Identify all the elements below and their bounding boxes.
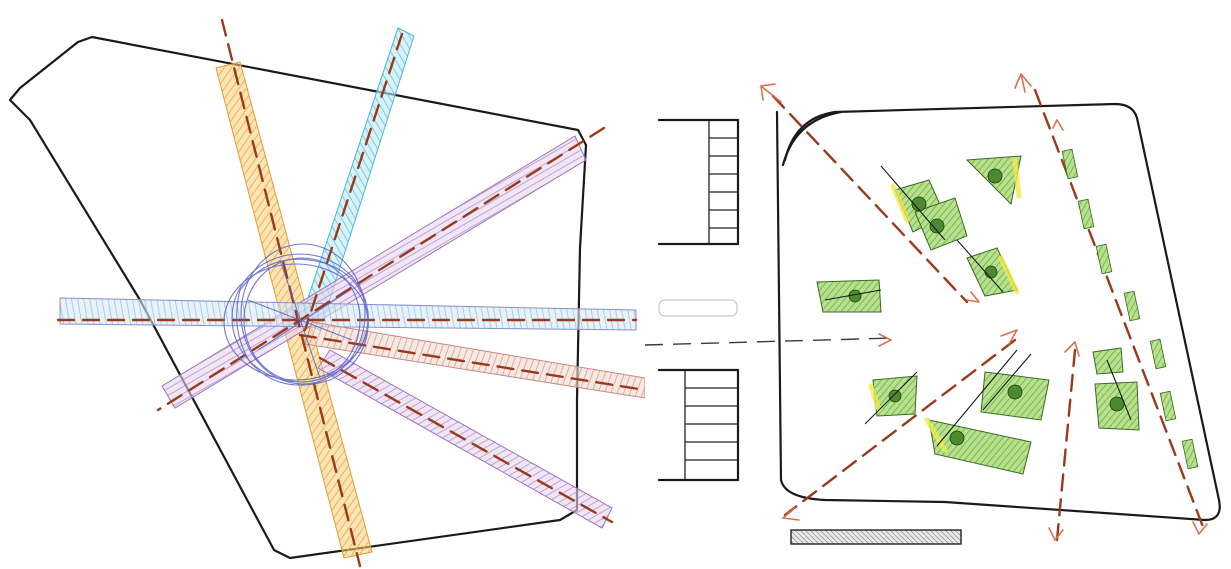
corridor-bands: [59, 27, 645, 559]
linear-planter: [1077, 198, 1095, 230]
site-boundary: [8, 35, 588, 560]
plaza-planting-plan: [645, 0, 1231, 569]
building-lower: [657, 368, 740, 482]
linear-planter: [1095, 243, 1113, 275]
radial-corridor-sketch: [8, 18, 645, 568]
plaza-corner-curve: [781, 110, 843, 167]
circulation-paths: [645, 88, 1207, 542]
tree-symbols: [848, 168, 1125, 446]
central-hub: [223, 243, 369, 386]
direction-arrows: [760, 73, 1208, 541]
building-bottom: [790, 529, 962, 545]
linear-planter: [1149, 338, 1167, 370]
corridor-horizontal: [59, 297, 637, 331]
planter-sketch-lines: [824, 165, 1132, 447]
linear-planter: [1061, 148, 1079, 180]
linear-planter: [1181, 438, 1199, 470]
radial-sketch-canvas: [8, 18, 645, 568]
planter: [1092, 347, 1124, 375]
bench-strip: [658, 299, 738, 317]
plaza-sketch-canvas: [645, 73, 1221, 545]
building-upper: [657, 118, 740, 246]
linear-planter: [1159, 390, 1177, 422]
highlight-strokes: [868, 157, 1022, 453]
plaza-boundary: [775, 102, 1221, 522]
linear-planter: [1123, 290, 1141, 322]
planting-beds: [816, 148, 1199, 475]
